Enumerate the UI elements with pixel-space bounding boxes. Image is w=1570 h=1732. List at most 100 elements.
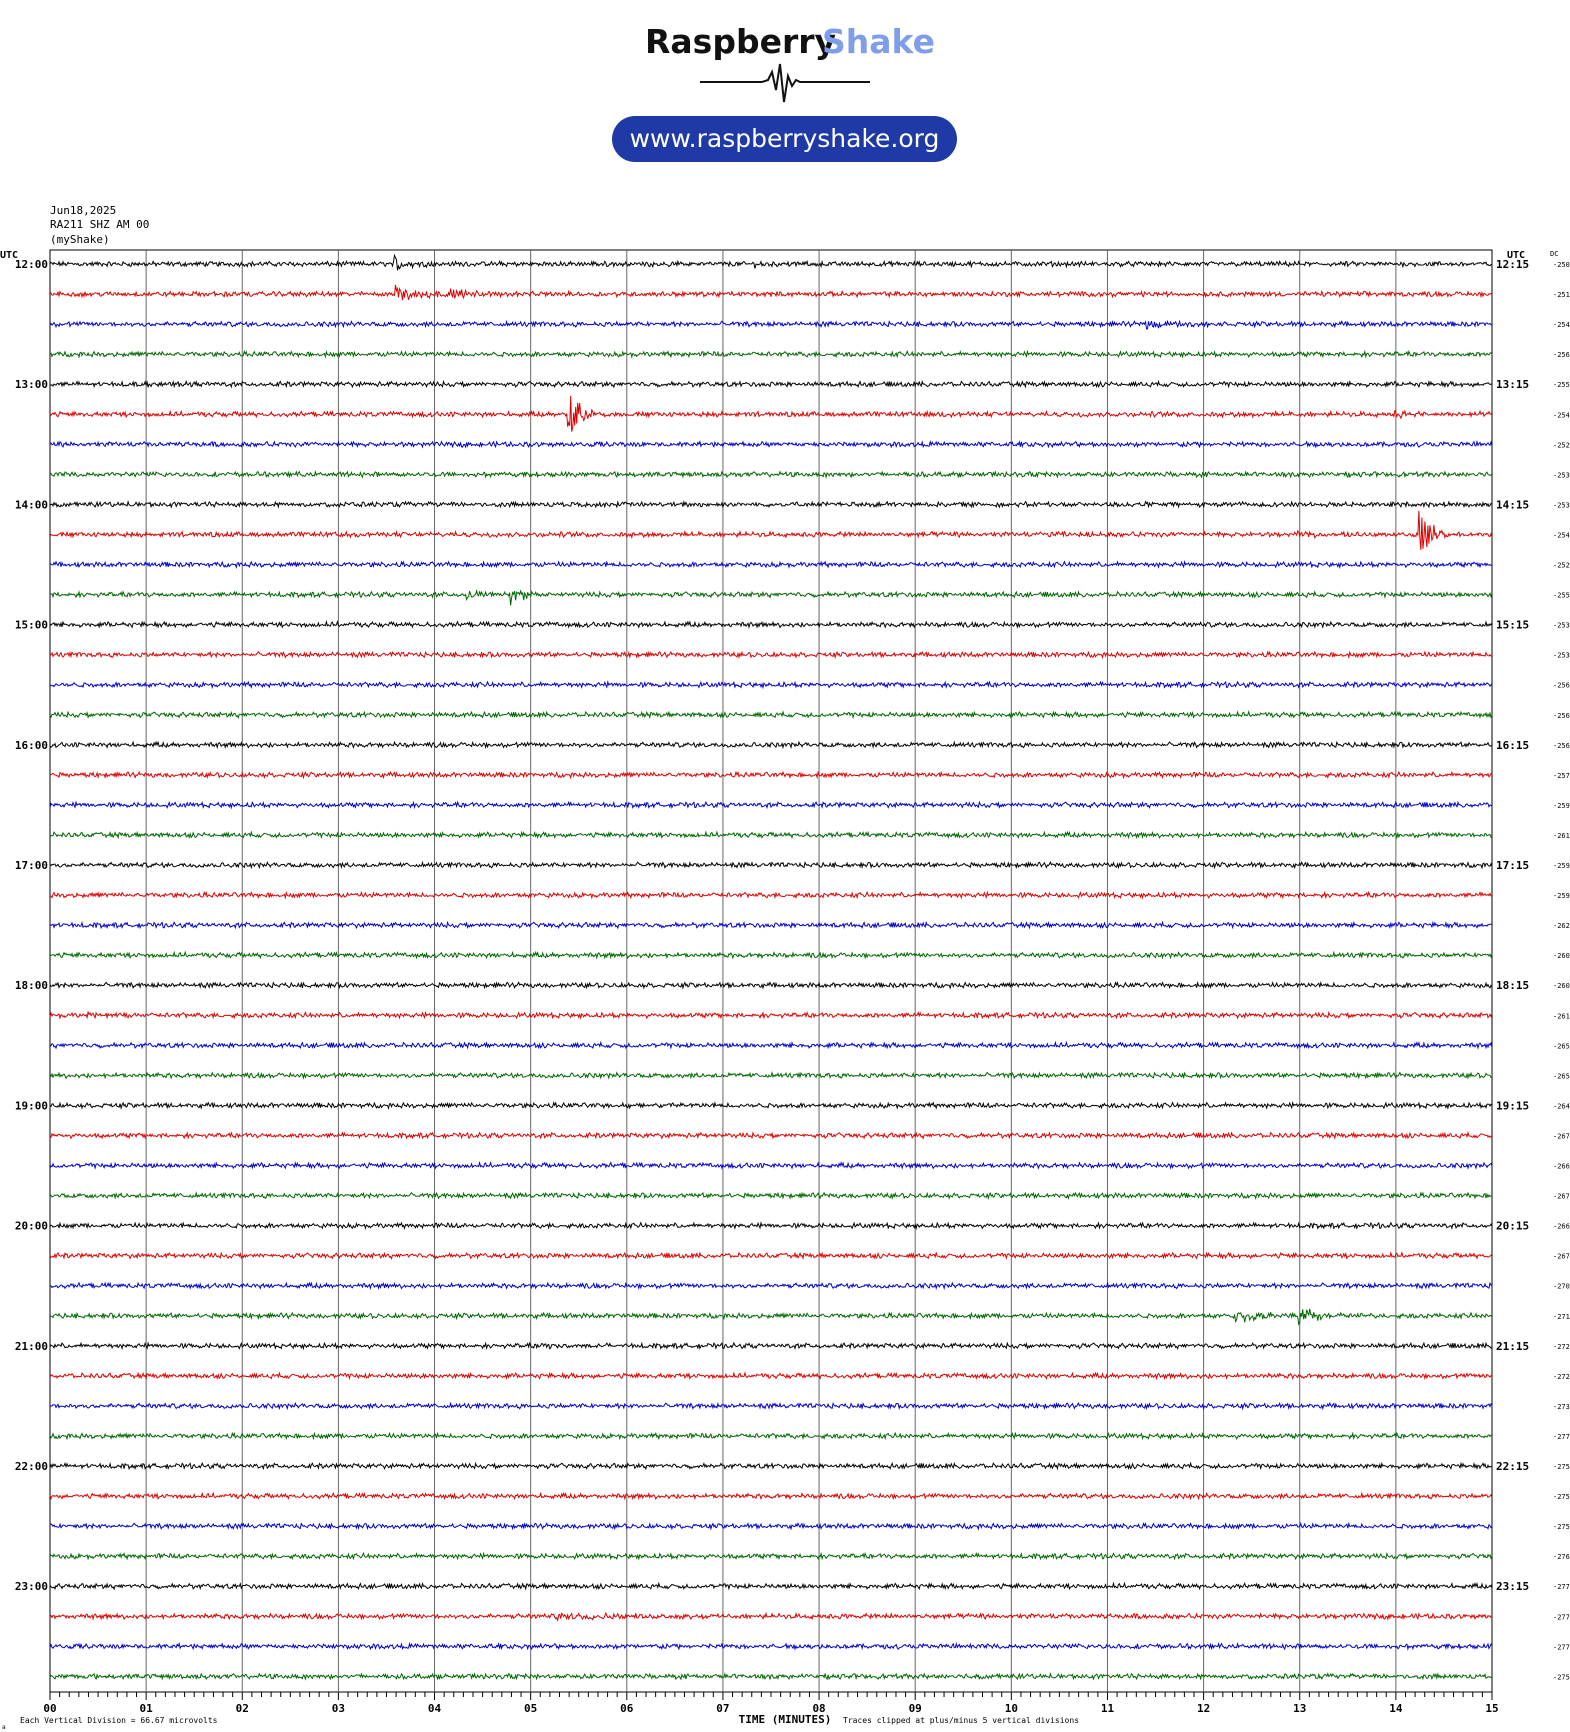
dc-offset-label: -270 <box>1553 1283 1570 1291</box>
left-axis-title: UTC <box>0 250 18 261</box>
right-time-label: 14:15 <box>1496 498 1529 511</box>
dc-offset-label: -256 <box>1553 351 1570 359</box>
x-tick-label: 01 <box>140 1702 154 1715</box>
corner-mark: a <box>2 1724 6 1731</box>
dc-offset-label: -271 <box>1553 1313 1570 1321</box>
dc-offset-label: -266 <box>1553 1163 1570 1171</box>
dc-offset-label: -253 <box>1553 471 1570 479</box>
x-tick-label: 09 <box>909 1702 922 1715</box>
dc-offset-label: -273 <box>1553 1403 1570 1411</box>
dc-offset-label: -255 <box>1553 592 1570 600</box>
trace-row <box>49 1491 1493 1501</box>
dc-offset-label: -277 <box>1553 1433 1570 1441</box>
trace-row <box>49 1100 1493 1111</box>
logo-text-shake: Shake <box>822 22 935 61</box>
dc-offset-label: -259 <box>1553 892 1570 900</box>
dc-offset-label: -254 <box>1553 411 1570 419</box>
dc-offset-label: -256 <box>1553 742 1570 750</box>
right-time-label: 18:15 <box>1496 979 1529 992</box>
trace-row <box>49 1070 1493 1080</box>
left-time-label: 21:00 <box>15 1340 48 1353</box>
dc-offset-label: -267 <box>1553 1132 1570 1140</box>
dc-offset-label: -256 <box>1553 682 1570 690</box>
dc-offset-label: -253 <box>1553 622 1570 630</box>
seismograph-logo-icon <box>700 63 870 103</box>
right-time-label: 16:15 <box>1496 739 1529 752</box>
right-time-label: 17:15 <box>1496 859 1529 872</box>
right-time-label: 22:15 <box>1496 1460 1529 1473</box>
right-time-label: 19:15 <box>1496 1099 1529 1112</box>
x-tick-label: 12 <box>1197 1702 1210 1715</box>
x-tick-label: 13 <box>1293 1702 1306 1715</box>
trace-row <box>49 680 1493 690</box>
dc-offset-label: -255 <box>1553 381 1570 389</box>
dc-offset-label: -265 <box>1553 1042 1570 1050</box>
station-id: RA211 SHZ AM 00 <box>50 218 150 231</box>
x-axis-label: TIME (MINUTES) <box>739 1713 832 1726</box>
data-source: (myShake) <box>50 233 110 246</box>
trace-row <box>49 1401 1493 1411</box>
dc-offset-label: -252 <box>1553 441 1570 449</box>
dc-offset-label: -261 <box>1553 1012 1570 1020</box>
left-time-label: 23:00 <box>15 1580 48 1593</box>
right-time-label: 13:15 <box>1496 378 1529 391</box>
trace-row <box>49 1191 1493 1201</box>
dc-offset-label: -277 <box>1553 1583 1570 1591</box>
dc-offset-label: -253 <box>1553 501 1570 509</box>
left-time-label: 16:00 <box>15 739 48 752</box>
trace-row <box>49 560 1493 570</box>
left-time-label: 14:00 <box>15 498 48 511</box>
trace-row <box>49 830 1493 840</box>
footer-clip-note: Traces clipped at plus/minus 5 vertical … <box>843 1716 1079 1725</box>
dc-title: DC <box>1550 250 1558 258</box>
trace-row <box>49 379 1493 389</box>
trace-row <box>49 1308 1493 1326</box>
x-tick-label: 08 <box>812 1702 825 1715</box>
trace-row <box>49 950 1493 960</box>
x-tick-label: 11 <box>1101 1702 1115 1715</box>
trace-row <box>49 860 1493 870</box>
trace-row <box>49 1010 1493 1020</box>
left-time-label: 20:00 <box>15 1220 48 1233</box>
left-time-label: 17:00 <box>15 859 48 872</box>
trace-row <box>49 395 1493 432</box>
trace-row <box>49 800 1493 810</box>
dc-offset-label: -257 <box>1553 772 1570 780</box>
trace-row <box>49 1551 1493 1561</box>
dc-offset-label: -260 <box>1553 982 1570 990</box>
trace-row <box>49 1371 1493 1381</box>
dc-offset-label: -277 <box>1553 1613 1570 1621</box>
dc-offset-label: -262 <box>1553 922 1570 930</box>
trace-row <box>49 1581 1493 1591</box>
dc-offset-label: -266 <box>1553 1223 1570 1231</box>
x-tick-label: 03 <box>332 1702 345 1715</box>
dc-offset-label: -267 <box>1553 1193 1570 1201</box>
dc-offset-label: -272 <box>1553 1343 1570 1351</box>
right-time-label: 12:15 <box>1496 258 1529 271</box>
right-axis-title: UTC <box>1507 250 1525 261</box>
trace-row <box>49 1281 1493 1291</box>
trace-row <box>49 510 1493 550</box>
dc-offset-label: -253 <box>1553 652 1570 660</box>
dc-offset-label: -264 <box>1553 1102 1570 1110</box>
x-tick-label: 15 <box>1485 1702 1498 1715</box>
trace-row <box>49 1221 1493 1231</box>
footer-scale-note: Each Vertical Division = 66.67 microvolt… <box>20 1716 218 1725</box>
logo-area: Raspberry Shake www.raspberryshake.org <box>0 0 1570 185</box>
left-time-label: 18:00 <box>15 979 48 992</box>
dc-offset-label: -276 <box>1553 1553 1570 1561</box>
website-link[interactable]: www.raspberryshake.org <box>612 116 957 162</box>
trace-row <box>49 1431 1493 1441</box>
trace-row <box>49 319 1493 330</box>
dc-offset-label: -275 <box>1553 1463 1570 1471</box>
trace-row <box>49 1130 1493 1140</box>
left-time-label: 15:00 <box>15 619 48 632</box>
trace-row <box>49 650 1493 660</box>
dc-offset-label: -272 <box>1553 1373 1570 1381</box>
x-tick-label: 10 <box>1005 1702 1018 1715</box>
trace-row <box>49 770 1493 780</box>
trace-row <box>49 920 1493 930</box>
trace-row <box>49 1251 1493 1261</box>
left-time-label: 13:00 <box>15 378 48 391</box>
plot-date: Jun18,2025 <box>50 204 117 217</box>
